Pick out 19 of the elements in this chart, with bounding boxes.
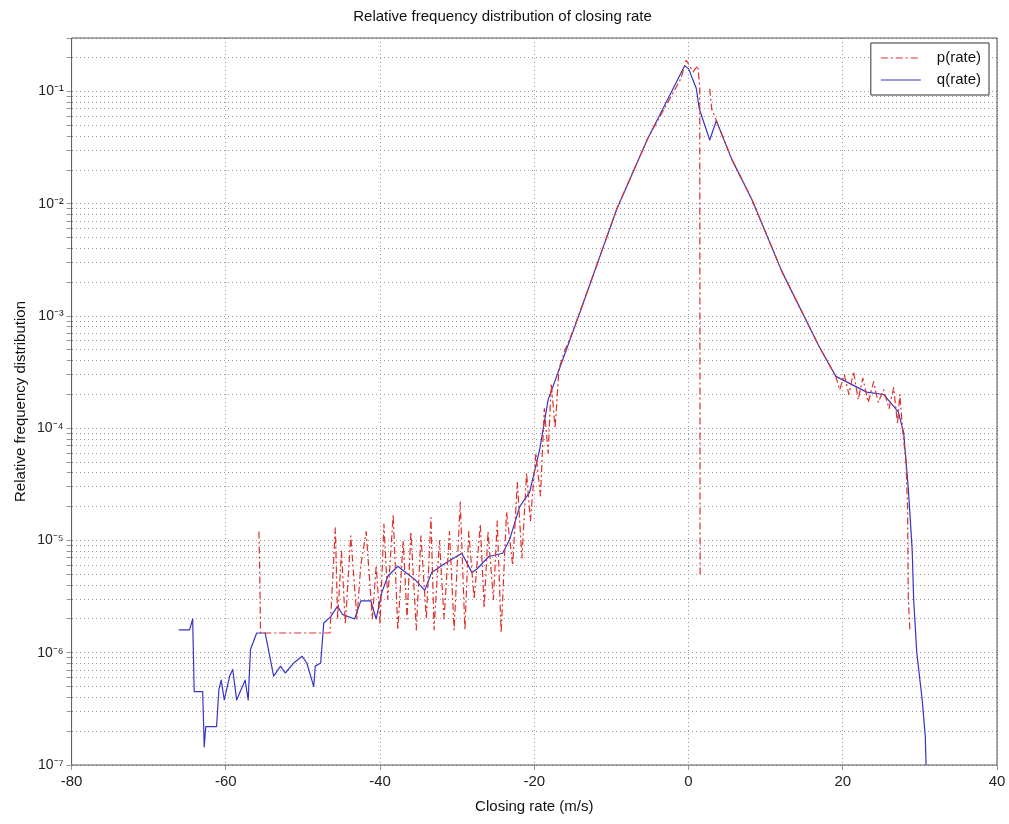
chart-title: Relative frequency distribution of closing rate: [353, 7, 652, 25]
y-tick-label: 10⁻⁷: [37, 755, 64, 772]
legend-label: p(rate): [936, 48, 981, 66]
legend-label: q(rate): [936, 70, 981, 88]
x-tick-label: 0: [684, 772, 693, 790]
x-tick-label: -20: [523, 772, 546, 790]
x-tick-label: -40: [369, 772, 391, 790]
x-tick-label: -60: [214, 772, 237, 790]
y-tick-label: 10⁻⁶: [37, 643, 64, 660]
x-tick-label: -80: [60, 772, 83, 790]
x-tick-label: 20: [834, 772, 852, 790]
x-axis-title: Closing rate (m/s): [475, 797, 594, 815]
y-tick-label: 10⁻¹: [38, 82, 64, 99]
y-tick-label: 10⁻⁴: [36, 419, 64, 436]
y-tick-label: 10⁻⁵: [37, 531, 64, 548]
y-axis-title: Relative frequency distribution: [11, 301, 29, 502]
x-tick-label: 40: [988, 772, 1006, 790]
y-tick-label: 10⁻²: [38, 194, 64, 211]
y-tick-label: 10⁻³: [38, 306, 64, 323]
